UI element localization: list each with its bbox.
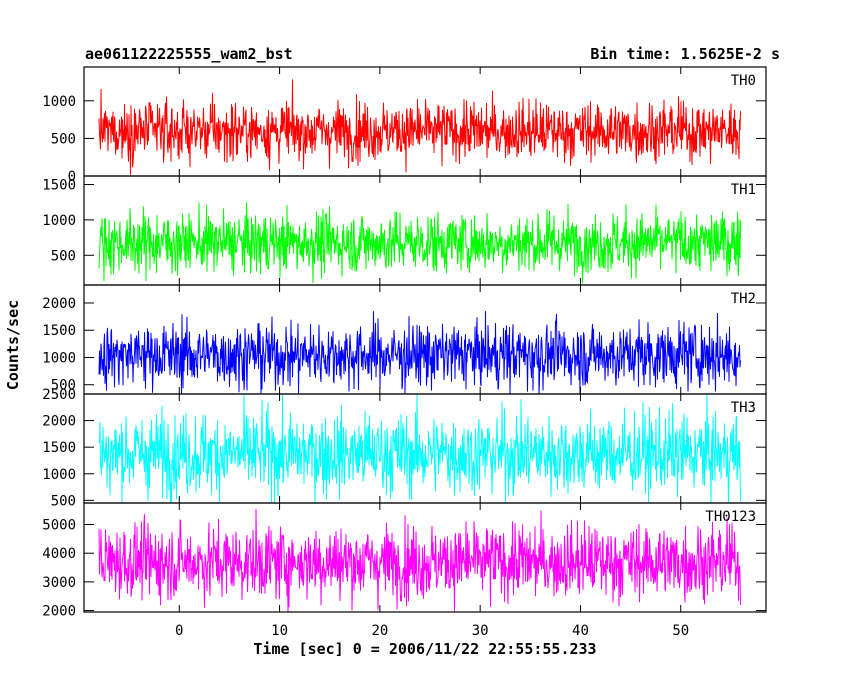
y-tick-label: 500 (51, 493, 76, 509)
panel-th1: 500 1000 1500 TH1 (42, 175, 767, 286)
panel-th3: 500 1000 1500 2000 2500 TH3 (42, 387, 767, 509)
y-tick-label: 5000 (42, 518, 76, 534)
bin-time-label: Bin time: 1.5625E-2 s (590, 45, 780, 63)
y-tick-label: 1000 (42, 350, 76, 366)
panel-label-th0123: TH0123 (705, 509, 756, 525)
y-tick-label: 2000 (42, 414, 76, 430)
series-th0123 (98, 508, 741, 612)
x-axis: 0 10 20 30 40 50 (175, 623, 689, 639)
panel-th0: 0 500 1000 TH0 (42, 66, 767, 185)
y-tick-label: 1500 (42, 177, 76, 193)
y-tick-label: 2000 (42, 296, 76, 312)
x-tick-label: 20 (371, 623, 388, 639)
y-tick-label: 3000 (42, 575, 76, 591)
panel-label-th1: TH1 (731, 182, 756, 198)
y-tick-label: 4000 (42, 546, 76, 562)
panel-frame (83, 502, 767, 613)
y-tick-label: 1000 (42, 467, 76, 483)
series-th3 (98, 394, 741, 503)
y-tick-label: 500 (51, 131, 76, 147)
x-tick-label: 30 (472, 623, 489, 639)
panel-label-th2: TH2 (731, 291, 756, 307)
y-tick-label: 500 (51, 248, 76, 264)
series-th0 (98, 79, 741, 176)
x-axis-label: Time [sec] 0 = 2006/11/22 22:55:55.233 (253, 640, 596, 658)
series-th2 (98, 311, 741, 394)
y-tick-label: 1000 (42, 213, 76, 229)
y-tick-label: 0 (68, 169, 76, 185)
panel-th2: 500 1000 1500 2000 TH2 (42, 284, 767, 395)
y-tick-label: 1500 (42, 440, 76, 456)
y-axis-label: Counts/sec (4, 300, 22, 390)
y-tick-label: 2500 (42, 387, 76, 403)
series-th1 (98, 202, 741, 284)
y-tick-label: 1500 (42, 323, 76, 339)
y-tick-label: 2000 (42, 604, 76, 620)
y-tick-label: 500 (51, 378, 76, 394)
panel-label-th3: TH3 (731, 400, 756, 416)
y-tick-label: 1000 (42, 94, 76, 110)
panel-th0123: 2000 3000 4000 5000 TH0123 (42, 502, 767, 620)
x-tick-label: 10 (271, 623, 288, 639)
x-tick-label: 40 (572, 623, 589, 639)
chart-title: ae061122225555_wam2_bst (85, 45, 293, 63)
panels-group: 0 500 1000 TH0 500 1000 1500 TH1 500 1000 1500 2000… (42, 66, 767, 620)
x-tick-label: 50 (672, 623, 689, 639)
panel-label-th0: TH0 (731, 73, 756, 89)
x-tick-label: 0 (175, 623, 183, 639)
panel-frame (83, 175, 767, 286)
